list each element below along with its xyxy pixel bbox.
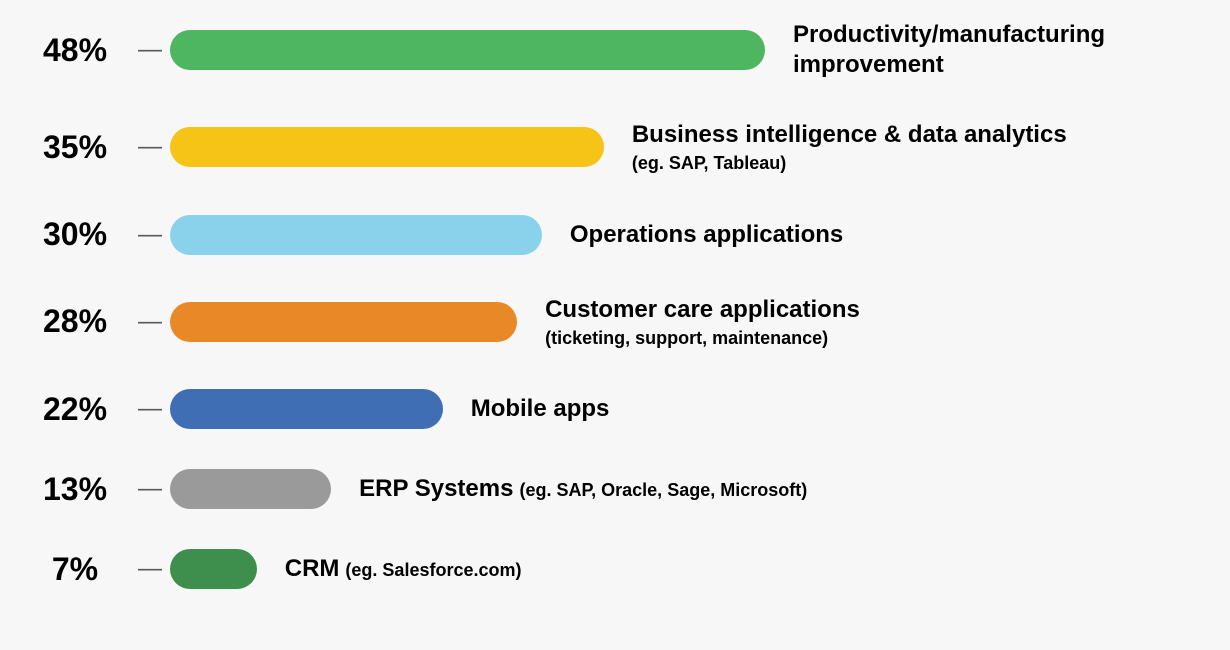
bar-container — [170, 389, 443, 429]
bar — [170, 469, 331, 509]
bar — [170, 215, 542, 255]
bar — [170, 389, 443, 429]
dash-separator: — — [130, 310, 170, 334]
pct-value: 7% — [20, 551, 130, 588]
bar-container — [170, 127, 604, 167]
chart-row: 48%— Productivity/manufacturing improveme… — [20, 20, 1210, 80]
label-container: Business intelligence & data analytics(e… — [604, 120, 1067, 175]
dash-separator: — — [130, 223, 170, 247]
pct-value: 22% — [20, 391, 130, 428]
bar-container — [170, 30, 765, 70]
bar — [170, 30, 765, 70]
label-sub: (eg. SAP, Oracle, Sage, Microsoft) — [519, 480, 807, 500]
label-sub: (ticketing, support, maintenance) — [545, 327, 860, 350]
label-line: CRM(eg. Salesforce.com) — [285, 554, 522, 584]
label-main: Productivity/manufacturing improvement — [793, 20, 1210, 80]
chart-row: 28%— Customer care applications(ticketing… — [20, 295, 1210, 350]
label-main: CRM — [285, 555, 340, 582]
bar-container — [170, 549, 257, 589]
bar-container — [170, 215, 542, 255]
chart-row: 30%— Operations applications — [20, 215, 1210, 255]
pct-value: 13% — [20, 471, 130, 508]
label-container: Productivity/manufacturing improvement — [765, 20, 1210, 80]
horizontal-bar-chart: 48%—Productivity/manufacturing improveme… — [0, 0, 1230, 650]
dash-separator: — — [130, 38, 170, 62]
label-main: ERP Systems — [359, 475, 513, 502]
pct-value: 35% — [20, 129, 130, 166]
bar — [170, 127, 604, 167]
chart-row: 35%— Business intelligence & data analyti… — [20, 120, 1210, 175]
dash-separator: — — [130, 477, 170, 501]
chart-row: 22%— Mobile apps — [20, 389, 1210, 429]
bar — [170, 549, 257, 589]
label-container: Operations applications — [542, 220, 843, 250]
label-sub: (eg. SAP, Tableau) — [632, 152, 1067, 175]
pct-value: 28% — [20, 303, 130, 340]
label-main: Mobile apps — [471, 394, 610, 424]
label-container: ERP Systems (eg. SAP, Oracle, Sage, Micro… — [331, 474, 807, 504]
label-sub: (eg. Salesforce.com) — [345, 560, 521, 580]
label-container: CRM(eg. Salesforce.com) — [257, 554, 522, 584]
bar — [170, 302, 517, 342]
chart-row: 13%— ERP Systems (eg. SAP, Oracle, Sage, M… — [20, 469, 1210, 509]
pct-value: 48% — [20, 32, 130, 69]
dash-separator: — — [130, 397, 170, 421]
bar-container — [170, 302, 517, 342]
bar-container — [170, 469, 331, 509]
chart-row: 7%— CRM(eg. Salesforce.com) — [20, 549, 1210, 589]
dash-separator: — — [130, 557, 170, 581]
label-main: Customer care applications — [545, 295, 860, 325]
label-container: Mobile apps — [443, 394, 610, 424]
pct-value: 30% — [20, 216, 130, 253]
label-main: Operations applications — [570, 220, 843, 250]
label-container: Customer care applications(ticketing, su… — [517, 295, 860, 350]
label-line: ERP Systems (eg. SAP, Oracle, Sage, Micro… — [359, 474, 807, 504]
label-main: Business intelligence & data analytics — [632, 120, 1067, 150]
dash-separator: — — [130, 135, 170, 159]
